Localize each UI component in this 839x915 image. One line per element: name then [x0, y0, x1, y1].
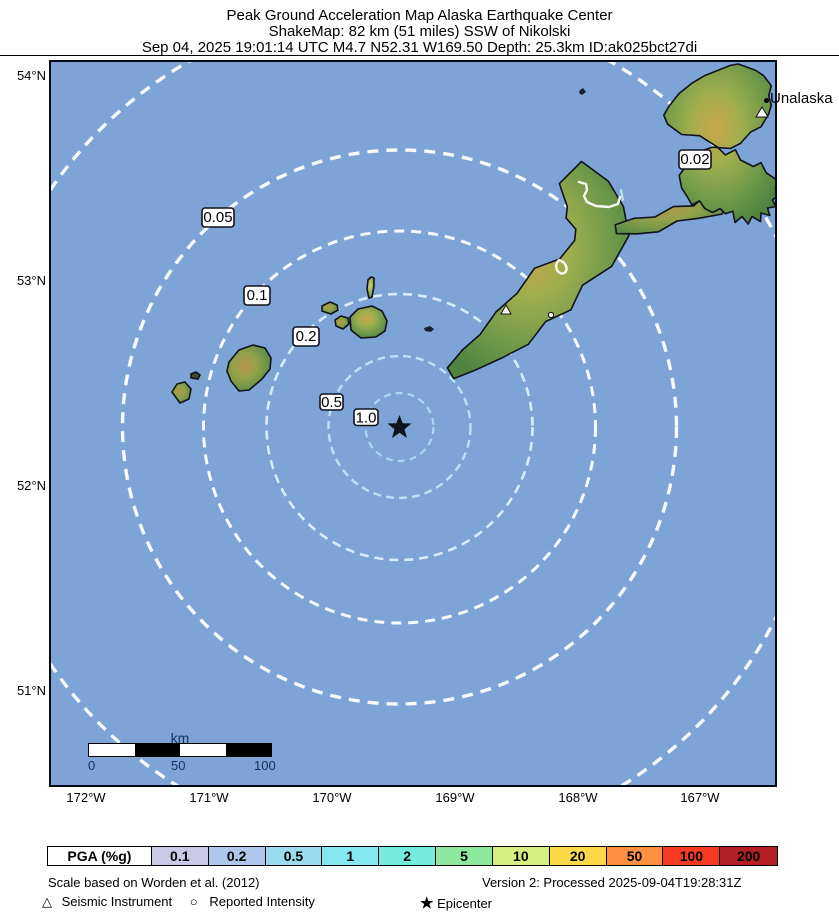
svg-text:0.05: 0.05	[203, 209, 232, 226]
svg-text:1.0: 1.0	[356, 410, 377, 427]
svg-text:0.1: 0.1	[247, 287, 268, 304]
svg-text:0.5: 0.5	[321, 394, 342, 411]
svg-text:0.2: 0.2	[296, 328, 317, 345]
svg-text:0.02: 0.02	[680, 151, 709, 168]
